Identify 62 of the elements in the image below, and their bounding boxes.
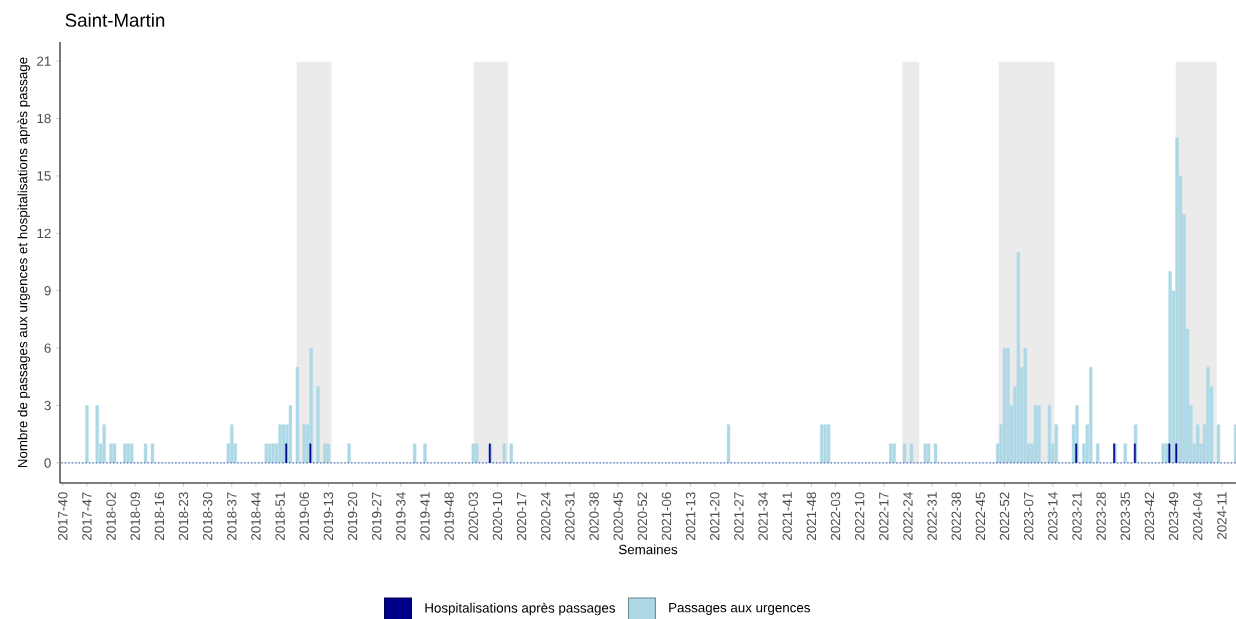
x-tick-label: 2020-10 — [492, 492, 503, 540]
x-tick-label: 2023-14 — [1048, 492, 1058, 540]
x-tick-label: 2021-27 — [734, 492, 744, 540]
y-tick-label: 21 — [37, 56, 51, 66]
x-tick-label: 2018-09 — [130, 492, 140, 540]
y-axis-title: Nombre de passages aux urgences et hospitalisations après passage — [17, 57, 30, 468]
x-tick-label: 2021-48 — [806, 492, 817, 540]
x-tick-label: 2022-31 — [927, 492, 937, 540]
x-tick-label: 2019-34 — [396, 492, 406, 540]
x-tick-label: 2024-11 — [1217, 492, 1227, 539]
x-tick-label: 2022-10 — [854, 492, 865, 540]
x-tick-label: 2020-31 — [565, 492, 575, 540]
y-tick-label: 9 — [44, 286, 51, 296]
x-tick-label: 2022-17 — [879, 492, 889, 540]
x-tick-label: 2019-20 — [347, 492, 358, 540]
x-tick-label: 2020-24 — [541, 492, 551, 540]
x-tick-label: 2018-23 — [178, 492, 189, 540]
y-tick-label: 0 — [44, 458, 51, 468]
x-tick-label: 2022-38 — [951, 492, 961, 540]
x-tick-label: 2019-48 — [444, 492, 454, 540]
x-tick-label: 2018-51 — [275, 492, 285, 540]
x-tick-label: 2022-03 — [830, 492, 841, 540]
x-tick-label: 2021-41 — [782, 492, 792, 540]
y-tick-label: 3 — [44, 400, 51, 411]
x-tick-label: 2018-37 — [227, 492, 237, 540]
x-tick-label: 2017-47 — [82, 492, 92, 540]
x-tick-label: 2023-42 — [1144, 492, 1155, 540]
legend-label: Passages aux urgences — [669, 603, 810, 615]
x-tick-label: 2020-52 — [637, 492, 648, 540]
y-tick-label: 18 — [37, 113, 51, 124]
x-tick-label: 2022-45 — [975, 492, 986, 540]
y-tick-label: 12 — [37, 228, 51, 238]
x-tick-label: 2020-38 — [589, 492, 599, 540]
x-tick-label: 2019-13 — [323, 492, 334, 540]
x-tick-label: 2019-27 — [371, 492, 382, 540]
x-tick-label: 2020-17 — [516, 492, 527, 540]
legend-label: Hospitalisations après passages — [425, 602, 616, 616]
x-tick-label: 2018-30 — [202, 492, 213, 540]
x-tick-label: 2023-35 — [1120, 492, 1130, 540]
x-tick-label: 2019-06 — [299, 492, 309, 540]
chart-title: Saint-Martin — [65, 13, 165, 27]
y-tick-label: 15 — [37, 171, 51, 181]
x-axis-title: Semaines — [618, 544, 678, 555]
x-tick-label: 2018-16 — [154, 492, 165, 540]
x-tick-label: 2020-45 — [613, 492, 623, 540]
x-tick-label: 2021-34 — [758, 492, 768, 540]
y-tick-label: 6 — [44, 343, 51, 353]
x-tick-label: 2018-02 — [106, 492, 116, 540]
x-tick-label: 2022-52 — [999, 492, 1010, 540]
x-tick-label: 2023-28 — [1096, 492, 1106, 540]
x-tick-label: 2023-49 — [1168, 492, 1179, 540]
x-tick-label: 2023-07 — [1023, 492, 1034, 540]
x-tick-label: 2021-20 — [710, 492, 720, 540]
x-tick-label: 2021-13 — [685, 492, 696, 540]
x-tick-label: 2018-44 — [251, 492, 261, 540]
x-tick-label: 2020-03 — [468, 492, 478, 540]
x-tick-label: 2022-24 — [903, 492, 913, 540]
x-tick-label: 2019-41 — [420, 492, 430, 540]
x-tick-label: 2021-06 — [661, 492, 672, 540]
x-tick-label: 2017-40 — [58, 492, 68, 540]
x-tick-label: 2024-04 — [1193, 492, 1203, 540]
x-tick-label: 2023-21 — [1072, 492, 1082, 540]
